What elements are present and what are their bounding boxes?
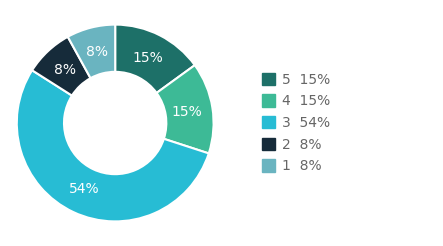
Wedge shape [156,65,214,154]
Legend: 5  15%, 4  15%, 3  54%, 2  8%, 1  8%: 5 15%, 4 15%, 3 54%, 2 8%, 1 8% [257,69,335,177]
Wedge shape [115,25,195,93]
Wedge shape [32,37,90,96]
Wedge shape [17,70,209,221]
Wedge shape [68,25,115,78]
Text: 15%: 15% [172,105,202,119]
Text: 8%: 8% [54,63,76,77]
Text: 15%: 15% [133,51,163,65]
Text: 54%: 54% [69,182,100,196]
Text: 8%: 8% [86,46,108,60]
